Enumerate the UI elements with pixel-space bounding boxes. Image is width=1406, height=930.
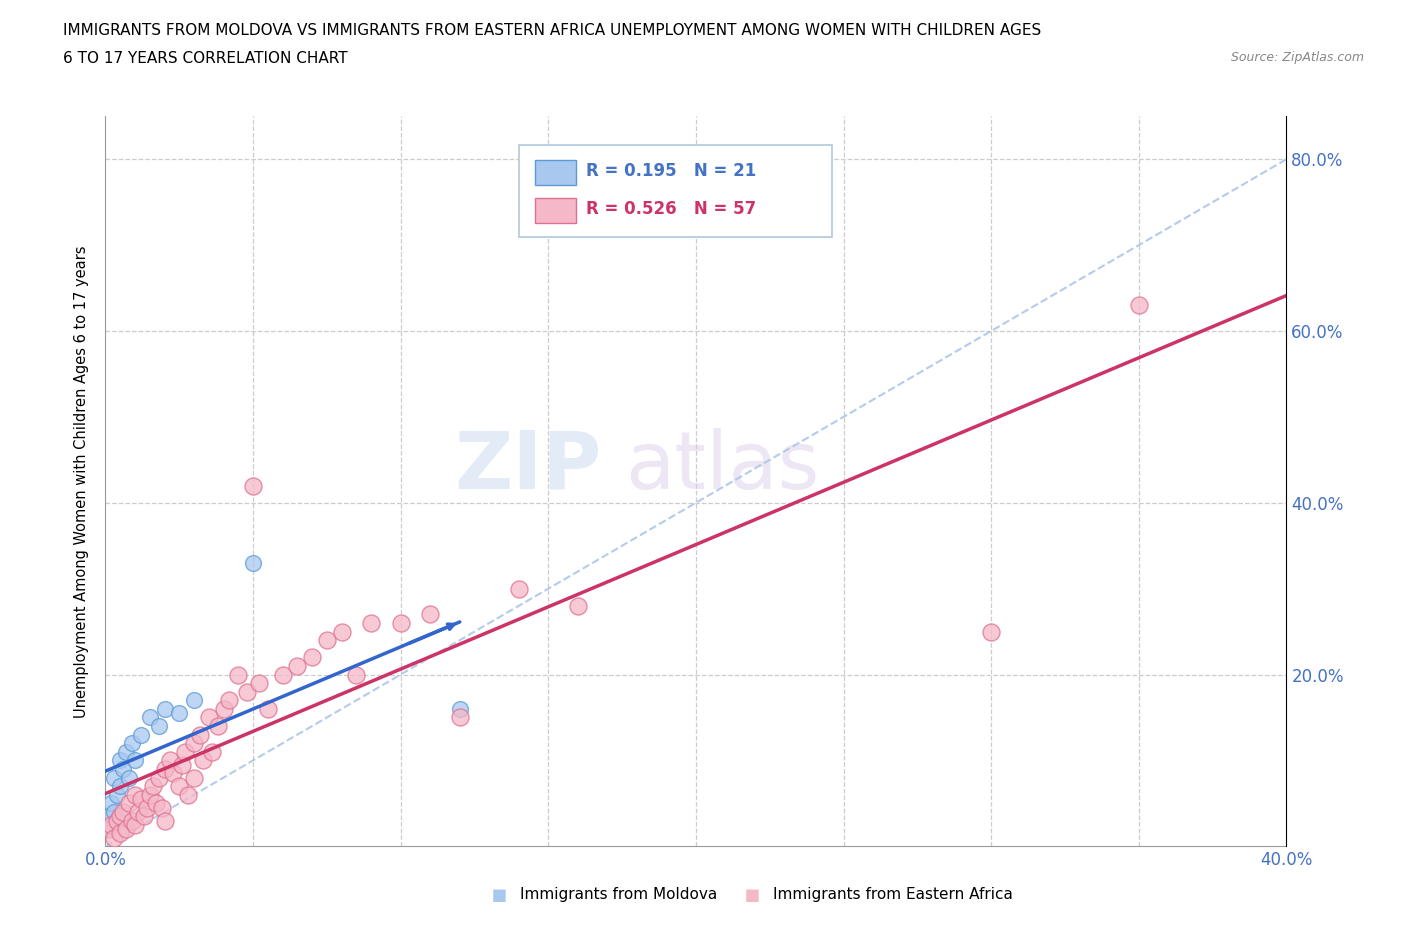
- FancyBboxPatch shape: [519, 145, 832, 237]
- Point: [188, 727, 211, 742]
- Point: [212, 701, 235, 716]
- Point: [177, 788, 200, 803]
- Point: [183, 736, 205, 751]
- Point: [257, 701, 280, 716]
- Point: [207, 719, 229, 734]
- Point: [115, 744, 138, 759]
- Point: [135, 800, 157, 815]
- Point: [97, 809, 120, 824]
- Point: [118, 770, 141, 785]
- Point: [449, 710, 471, 724]
- Text: R = 0.526   N = 57: R = 0.526 N = 57: [586, 200, 756, 218]
- Text: ▪: ▪: [744, 883, 761, 907]
- Point: [287, 658, 309, 673]
- Point: [242, 555, 264, 570]
- Point: [112, 762, 135, 777]
- Point: [153, 762, 176, 777]
- Point: [389, 616, 412, 631]
- Point: [169, 778, 191, 793]
- Point: [105, 788, 128, 803]
- Text: Immigrants from Moldova: Immigrants from Moldova: [520, 887, 717, 902]
- Point: [172, 757, 194, 772]
- Point: [242, 478, 264, 493]
- Text: IMMIGRANTS FROM MOLDOVA VS IMMIGRANTS FROM EASTERN AFRICA UNEMPLOYMENT AMONG WOM: IMMIGRANTS FROM MOLDOVA VS IMMIGRANTS FR…: [63, 23, 1042, 38]
- Point: [103, 770, 125, 785]
- Point: [228, 667, 250, 682]
- Point: [360, 616, 382, 631]
- Point: [100, 796, 122, 811]
- Text: 6 TO 17 YEARS CORRELATION CHART: 6 TO 17 YEARS CORRELATION CHART: [63, 51, 347, 66]
- Point: [1128, 298, 1150, 312]
- Point: [148, 770, 170, 785]
- Text: Source: ZipAtlas.com: Source: ZipAtlas.com: [1230, 51, 1364, 64]
- Point: [132, 809, 155, 824]
- Point: [330, 624, 353, 639]
- Point: [124, 817, 146, 832]
- Point: [191, 753, 214, 768]
- Point: [346, 667, 368, 682]
- Point: [118, 796, 141, 811]
- Point: [138, 710, 162, 724]
- Point: [103, 804, 125, 819]
- Point: [124, 788, 146, 803]
- Point: [115, 822, 138, 837]
- Text: Immigrants from Eastern Africa: Immigrants from Eastern Africa: [773, 887, 1014, 902]
- Point: [97, 822, 120, 837]
- Y-axis label: Unemployment Among Women with Children Ages 6 to 17 years: Unemployment Among Women with Children A…: [75, 245, 90, 718]
- Point: [97, 822, 120, 837]
- Point: [110, 753, 132, 768]
- Point: [980, 624, 1002, 639]
- Point: [121, 736, 143, 751]
- Point: [145, 796, 167, 811]
- Point: [153, 701, 176, 716]
- Point: [247, 676, 270, 691]
- Point: [271, 667, 294, 682]
- Point: [129, 791, 152, 806]
- Point: [148, 719, 170, 734]
- Point: [112, 804, 135, 819]
- Point: [153, 813, 176, 828]
- Point: [100, 817, 122, 832]
- Text: R = 0.195   N = 21: R = 0.195 N = 21: [586, 162, 756, 180]
- Point: [419, 607, 441, 622]
- Point: [301, 650, 323, 665]
- Point: [162, 766, 184, 781]
- Point: [315, 632, 337, 647]
- Point: [236, 684, 259, 699]
- Point: [159, 753, 181, 768]
- Point: [150, 800, 173, 815]
- Point: [103, 830, 125, 845]
- Point: [142, 778, 165, 793]
- Point: [174, 744, 197, 759]
- Point: [567, 598, 589, 613]
- Point: [169, 706, 191, 721]
- Point: [201, 744, 224, 759]
- Point: [110, 809, 132, 824]
- Point: [183, 693, 205, 708]
- Point: [138, 788, 162, 803]
- Point: [129, 727, 152, 742]
- Point: [218, 693, 240, 708]
- Point: [183, 770, 205, 785]
- Text: ▪: ▪: [491, 883, 508, 907]
- Point: [121, 813, 143, 828]
- Point: [197, 710, 219, 724]
- Point: [449, 701, 471, 716]
- Point: [110, 826, 132, 841]
- FancyBboxPatch shape: [536, 160, 575, 185]
- FancyBboxPatch shape: [536, 198, 575, 223]
- Point: [124, 753, 146, 768]
- Text: atlas: atlas: [626, 428, 820, 506]
- Point: [127, 804, 149, 819]
- Point: [110, 778, 132, 793]
- Point: [105, 813, 128, 828]
- Point: [508, 581, 530, 596]
- Text: ZIP: ZIP: [454, 428, 602, 506]
